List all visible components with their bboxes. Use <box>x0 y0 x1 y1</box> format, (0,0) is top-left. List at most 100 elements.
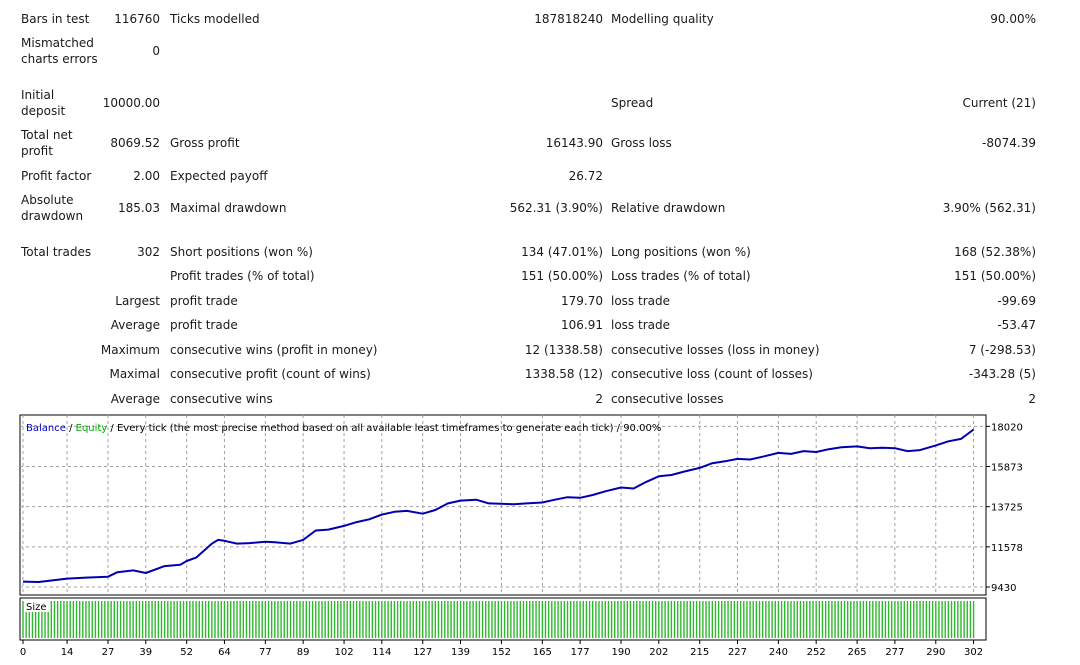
balance-chart-svg: Balance / Equity / Every tick (the most … <box>19 414 1023 658</box>
gross-profit-value: 16143.90 <box>545 136 603 150</box>
maximum-label: Maximum <box>100 343 160 357</box>
spread-value: Current (21) <box>962 96 1036 110</box>
y-axis: 9430 11578 13725 15873 18020 <box>986 422 1023 594</box>
largest-profit-value: 179.70 <box>561 294 603 308</box>
y-tick-label: 11578 <box>991 543 1023 554</box>
gross-loss-label: Gross loss <box>611 136 672 150</box>
x-tick-label: 252 <box>807 647 826 658</box>
x-tick-label: 127 <box>413 647 432 658</box>
average-profit-label: profit trade <box>170 318 238 332</box>
net-profit-value: 8069.52 <box>110 136 160 150</box>
avg-cons-wins-label: consecutive wins <box>170 392 273 406</box>
ticks-label: Ticks modelled <box>170 12 260 26</box>
total-trades-label: Total trades <box>21 245 92 259</box>
x-tick-label: 89 <box>297 647 310 658</box>
y-tick-label: 9430 <box>991 583 1016 594</box>
maximal-label: Maximal <box>109 367 160 381</box>
chart-header: Balance / Equity / Every tick (the most … <box>26 423 661 434</box>
x-tick-label: 227 <box>728 647 747 658</box>
net-profit-label-line1: Total net <box>21 128 73 142</box>
x-tick-label: 64 <box>218 647 231 658</box>
abs-drawdown-label: Absolute drawdown <box>21 192 111 224</box>
y-tick-label: 15873 <box>991 463 1023 474</box>
bars-label: Bars in test <box>21 12 90 26</box>
x-tick-label: 139 <box>451 647 470 658</box>
x-tick-label: 27 <box>102 647 115 658</box>
x-axis: 0 14 27 39 52 64 77 89 102 114 127 139 152 165 177 190 2… <box>20 640 983 658</box>
average-loss-value: -53.47 <box>997 318 1036 332</box>
rel-drawdown-value: 3.90% (562.31) <box>942 201 1036 215</box>
rel-drawdown-label: Relative drawdown <box>611 201 726 215</box>
x-tick-label: 52 <box>180 647 193 658</box>
x-tick-label: 277 <box>885 647 904 658</box>
net-profit-label: Total net profit <box>21 127 111 159</box>
x-tick-label: 290 <box>926 647 945 658</box>
series <box>22 428 975 583</box>
cons-losses-label: consecutive losses (loss in money) <box>611 343 820 357</box>
net-profit-label-line2: profit <box>21 144 53 158</box>
x-tick-label: 177 <box>571 647 590 658</box>
legend-separator: / <box>66 423 76 434</box>
cons-loss-label: consecutive loss (count of losses) <box>611 367 813 381</box>
average-loss-label: loss trade <box>611 318 670 332</box>
profit-factor-label: Profit factor <box>21 169 92 183</box>
long-positions-value: 168 (52.38%) <box>954 245 1036 259</box>
balance-chart: Balance / Equity / Every tick (the most … <box>0 410 1080 662</box>
deposit-label: Initial deposit <box>21 87 111 119</box>
abs-drawdown-label-line2: drawdown <box>21 209 84 223</box>
cons-loss-value: -343.28 (5) <box>968 367 1036 381</box>
max-drawdown-label: Maximal drawdown <box>170 201 287 215</box>
x-tick-label: 165 <box>533 647 552 658</box>
bars-value: 116760 <box>114 12 160 26</box>
quality-label: Modelling quality <box>611 12 714 26</box>
profit-trades-label: Profit trades (% of total) <box>170 269 315 283</box>
largest-label: Largest <box>115 294 160 308</box>
mismatch-label-line2: charts errors <box>21 52 98 66</box>
quality-value: 90.00% <box>990 12 1036 26</box>
deposit-label-line2: deposit <box>21 104 66 118</box>
cons-losses-value: 7 (-298.53) <box>968 343 1036 357</box>
ticks-value: 187818240 <box>534 12 603 26</box>
chart-subtitle: / Every tick (the most precise method ba… <box>107 423 661 434</box>
y-tick-label: 13725 <box>991 503 1023 514</box>
spread-label: Spread <box>611 96 654 110</box>
abs-drawdown-label-line1: Absolute <box>21 193 74 207</box>
balance-line <box>22 428 975 583</box>
largest-loss-label: loss trade <box>611 294 670 308</box>
x-tick-label: 0 <box>20 647 26 658</box>
profit-trades-value: 151 (50.00%) <box>521 269 603 283</box>
short-positions-label: Short positions (won %) <box>170 245 313 259</box>
gross-loss-value: -8074.39 <box>982 136 1036 150</box>
average-label: Average <box>110 318 160 332</box>
size-label-bg <box>25 600 49 612</box>
size-panel <box>19 597 987 641</box>
x-tick-label: 265 <box>848 647 867 658</box>
x-tick-label: 190 <box>611 647 630 658</box>
total-trades-value: 302 <box>137 245 160 259</box>
x-tick-label: 240 <box>769 647 788 658</box>
expected-payoff-label: Expected payoff <box>170 169 268 183</box>
cons-wins-value: 12 (1338.58) <box>524 343 603 357</box>
plot-frame <box>19 414 987 596</box>
x-tick-label: 152 <box>492 647 511 658</box>
x-tick-label: 202 <box>649 647 668 658</box>
x-tick-label: 114 <box>372 647 391 658</box>
mismatch-label: Mismatched charts errors <box>21 35 111 67</box>
largest-loss-value: -99.69 <box>997 294 1036 308</box>
cons-profit-value: 1338.58 (12) <box>524 367 603 381</box>
largest-profit-label: profit trade <box>170 294 238 308</box>
mismatch-label-line1: Mismatched <box>21 36 94 50</box>
long-positions-label: Long positions (won %) <box>611 245 751 259</box>
x-tick-label: 215 <box>690 647 709 658</box>
max-drawdown-value: 562.31 (3.90%) <box>509 201 603 215</box>
legend-equity: Equity <box>76 423 108 434</box>
x-tick-label: 14 <box>61 647 74 658</box>
cons-wins-label: consecutive wins (profit in money) <box>170 343 378 357</box>
average-profit-value: 106.91 <box>561 318 603 332</box>
profit-factor-value: 2.00 <box>133 169 160 183</box>
avg-cons-wins-value: 2 <box>595 392 603 406</box>
x-tick-label: 302 <box>964 647 983 658</box>
legend-balance: Balance <box>26 423 66 434</box>
abs-drawdown-value: 185.03 <box>118 201 160 215</box>
gross-profit-label: Gross profit <box>170 136 240 150</box>
